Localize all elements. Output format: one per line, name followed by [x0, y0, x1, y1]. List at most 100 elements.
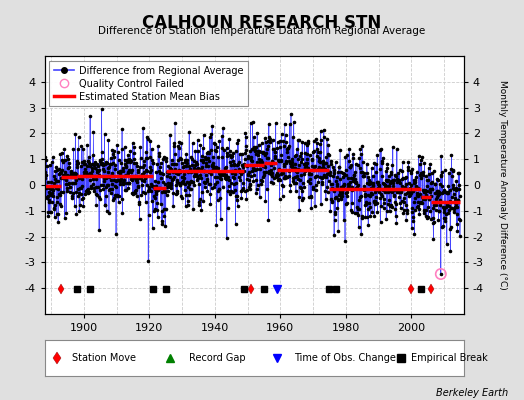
- Point: [187, 178, 195, 184]
- Text: CALHOUN RESEARCH STN: CALHOUN RESEARCH STN: [143, 14, 381, 32]
- Point: [336, 188, 344, 194]
- Point: [211, 174, 220, 181]
- Point: [446, 224, 455, 230]
- Point: [435, 181, 444, 188]
- Point: [439, 223, 447, 229]
- Point: [259, 150, 268, 156]
- Point: [411, 207, 419, 214]
- Point: [408, 166, 417, 172]
- Point: [55, 166, 63, 172]
- Point: [442, 202, 451, 208]
- Point: [357, 151, 366, 158]
- Point: [41, 184, 49, 190]
- Point: [372, 194, 380, 200]
- Point: [336, 147, 344, 153]
- Point: [232, 220, 240, 227]
- Point: [226, 180, 235, 186]
- Point: [195, 172, 204, 178]
- Point: [168, 176, 177, 183]
- Point: [349, 151, 357, 157]
- Point: [111, 165, 119, 172]
- Point: [417, 170, 425, 176]
- Point: [105, 160, 114, 167]
- Point: [215, 170, 223, 176]
- Point: [61, 169, 70, 176]
- Point: [276, 176, 285, 183]
- Point: [396, 200, 405, 207]
- Point: [305, 152, 314, 159]
- Point: [75, 208, 83, 215]
- Point: [62, 181, 71, 188]
- Point: [134, 167, 142, 173]
- Point: [220, 172, 228, 178]
- Point: [70, 173, 78, 180]
- Point: [294, 137, 303, 143]
- Point: [142, 148, 150, 155]
- Point: [196, 142, 204, 148]
- Point: [137, 173, 145, 180]
- Point: [364, 206, 372, 212]
- Point: [365, 200, 373, 206]
- Point: [395, 194, 403, 200]
- Point: [407, 170, 416, 176]
- Point: [377, 160, 386, 166]
- Point: [343, 200, 351, 206]
- Point: [351, 179, 359, 186]
- Point: [92, 160, 101, 167]
- Point: [411, 182, 420, 189]
- Point: [233, 140, 242, 146]
- Point: [57, 189, 66, 196]
- Point: [301, 168, 309, 174]
- Point: [118, 179, 127, 185]
- Point: [141, 190, 149, 196]
- Point: [277, 152, 286, 158]
- Point: [125, 159, 134, 165]
- Point: [338, 190, 346, 197]
- Point: [168, 161, 176, 167]
- Point: [171, 170, 180, 176]
- Point: [309, 184, 318, 190]
- Point: [69, 190, 77, 196]
- Point: [422, 206, 431, 213]
- Point: [127, 158, 135, 164]
- Point: [54, 211, 62, 217]
- Point: [366, 212, 375, 219]
- Point: [442, 189, 450, 195]
- Point: [296, 184, 304, 190]
- Point: [292, 168, 300, 174]
- Point: [243, 187, 251, 194]
- Point: [135, 216, 144, 222]
- Point: [90, 187, 99, 194]
- Point: [331, 195, 339, 202]
- Point: [135, 198, 144, 205]
- Point: [421, 186, 430, 193]
- Point: [282, 139, 290, 146]
- Point: [312, 173, 320, 179]
- Point: [452, 178, 461, 184]
- Point: [260, 169, 268, 175]
- Point: [181, 157, 189, 163]
- Point: [269, 160, 278, 166]
- Point: [412, 169, 421, 175]
- Point: [210, 184, 218, 191]
- Point: [441, 215, 450, 222]
- Point: [427, 192, 435, 199]
- Point: [200, 167, 209, 174]
- Point: [162, 192, 171, 198]
- Point: [242, 134, 250, 140]
- Point: [224, 188, 233, 194]
- Point: [214, 186, 223, 192]
- Point: [71, 170, 79, 176]
- Point: [449, 167, 457, 173]
- Point: [425, 171, 433, 178]
- Point: [445, 207, 453, 214]
- Point: [250, 146, 259, 153]
- Point: [327, 181, 335, 187]
- Point: [288, 159, 297, 165]
- Point: [155, 153, 163, 160]
- Point: [440, 187, 449, 193]
- Point: [222, 176, 230, 183]
- Point: [278, 193, 287, 199]
- Point: [362, 200, 370, 207]
- Point: [215, 172, 224, 178]
